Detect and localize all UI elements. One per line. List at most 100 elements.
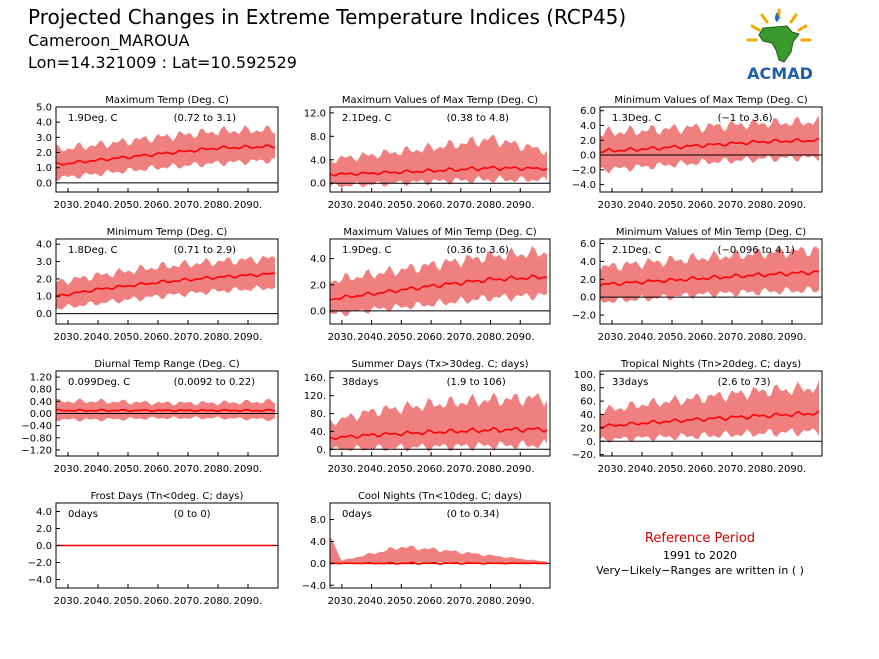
x-tick-label: 2050. (658, 332, 687, 343)
chart-title: Tropical Nights (Tn>20deg. C; days) (620, 359, 801, 370)
likely-range: (−0.096 to 4.1) (718, 245, 795, 256)
x-tick-label: 2050. (387, 596, 416, 607)
y-tick-label: −4.0 (302, 581, 326, 592)
reference-period-title: Reference Period (644, 531, 756, 546)
chart-title: Minimum Temp (Deg. C) (107, 227, 228, 238)
x-tick-label: 2080. (204, 464, 233, 475)
x-tick-label: 2080. (476, 200, 505, 211)
x-tick-label: 2070. (174, 596, 203, 607)
y-tick-label: −2.0 (572, 165, 596, 176)
summary-value: 0days (342, 509, 372, 520)
chart-title: Maximum Values of Min Temp (Deg. C) (343, 227, 536, 238)
y-tick-label: 1.0 (36, 292, 52, 303)
y-tick-label: 4.0 (310, 254, 326, 265)
y-tick-label: 2.0 (36, 148, 52, 159)
x-tick-label: 2040. (628, 464, 657, 475)
x-tick-label: 2060. (417, 596, 446, 607)
x-tick-label: 2070. (446, 596, 475, 607)
x-tick-label: 2060. (688, 464, 717, 475)
acmad-logo: ACMAD (735, 8, 825, 83)
summary-value: 38days (342, 377, 378, 388)
x-tick-label: 2030. (328, 596, 357, 607)
x-tick-label: 2040. (357, 200, 386, 211)
range-band (330, 536, 547, 565)
y-tick-label: 8.0 (310, 515, 326, 526)
x-tick-label: 2040. (357, 464, 386, 475)
y-tick-label: 2.0 (36, 274, 52, 285)
range-band (600, 380, 819, 443)
x-tick-label: 2030. (328, 200, 357, 211)
x-tick-label: 2060. (688, 200, 717, 211)
x-tick-label: 2060. (688, 332, 717, 343)
y-tick-label: 0.0 (36, 178, 52, 189)
coordinates: Lon=14.321009 : Lat=10.592529 (28, 53, 297, 72)
x-tick-label: 2080. (748, 200, 777, 211)
y-tick-label: 3.0 (36, 133, 52, 144)
y-tick-label: 2.0 (36, 524, 52, 535)
y-tick-label: 0.40 (30, 397, 52, 408)
page-title: Projected Changes in Extreme Temperature… (28, 5, 627, 29)
x-tick-label: 2030. (328, 464, 357, 475)
x-tick-label: 2090. (234, 332, 263, 343)
likely-range: (0 to 0) (174, 509, 211, 520)
x-tick-label: 2090. (234, 464, 263, 475)
x-tick-label: 2080. (204, 200, 233, 211)
location-name: Cameroon_MAROUA (28, 31, 190, 50)
plot-frame (329, 502, 551, 589)
y-tick-label: −4.0 (28, 575, 52, 586)
y-tick-label: −0.40 (21, 421, 52, 432)
y-tick-label: 1.0 (36, 163, 52, 174)
x-tick-label: 2040. (84, 200, 113, 211)
x-tick-label: 2080. (476, 596, 505, 607)
y-tick-label: −2.0 (28, 558, 52, 569)
chart-title: Minimum Values of Max Temp (Deg. C) (614, 95, 807, 106)
x-tick-label: 2070. (446, 464, 475, 475)
summary-value: 1.3Deg. C (612, 113, 661, 124)
plot-frame (329, 106, 551, 193)
chart-title: Maximum Temp (Deg. C) (105, 95, 229, 106)
x-tick-label: 2070. (446, 200, 475, 211)
y-tick-label: 0.0 (310, 306, 326, 317)
y-tick-label: 1.20 (30, 373, 52, 384)
plot-frame (329, 238, 551, 325)
x-tick-label: 2060. (144, 464, 173, 475)
summary-value: 33days (612, 377, 648, 388)
summary-value: 0days (68, 509, 98, 520)
y-tick-label: −20. (572, 450, 596, 461)
x-tick-label: 2040. (84, 596, 113, 607)
likely-range: (−1 to 3.6) (718, 113, 773, 124)
x-tick-label: 2060. (417, 200, 446, 211)
likely-range: (0.72 to 3.1) (174, 113, 236, 124)
y-tick-label: 80. (580, 383, 596, 394)
x-tick-label: 2040. (357, 596, 386, 607)
x-tick-label: 2050. (387, 200, 416, 211)
chart-panel: Maximum Values of Min Temp (Deg. C) 1.9De… (310, 227, 551, 343)
x-tick-label: 2050. (114, 464, 143, 475)
chart-panel: Maximum Temp (Deg. C) 1.9Deg. C (0.72 to 3… (36, 95, 279, 211)
x-tick-label: 2070. (174, 200, 203, 211)
mean-line (329, 274, 548, 301)
y-tick-label: 4.0 (580, 257, 596, 268)
x-tick-label: 2090. (506, 596, 535, 607)
x-tick-label: 2060. (417, 464, 446, 475)
range-band (56, 255, 275, 310)
y-tick-label: −0.80 (21, 433, 52, 444)
plot-frame (599, 370, 823, 457)
y-tick-label: 2.0 (310, 280, 326, 291)
x-tick-label: 2050. (114, 332, 143, 343)
x-tick-label: 2030. (54, 464, 83, 475)
x-tick-label: 2030. (328, 332, 357, 343)
y-tick-label: 80. (310, 409, 326, 420)
summary-value: 0.099Deg. C (68, 377, 130, 388)
y-tick-label: 0.00 (30, 409, 52, 420)
range-band (600, 246, 819, 303)
y-tick-label: 100. (574, 370, 596, 381)
x-tick-label: 2050. (114, 596, 143, 607)
y-tick-label: 4.0 (36, 118, 52, 129)
x-tick-label: 2060. (144, 596, 173, 607)
summary-value: 1.9Deg. C (68, 113, 117, 124)
x-tick-label: 2060. (417, 332, 446, 343)
y-tick-label: 40. (310, 427, 326, 438)
summary-value: 1.9Deg. C (342, 245, 391, 256)
range-band (330, 245, 547, 317)
